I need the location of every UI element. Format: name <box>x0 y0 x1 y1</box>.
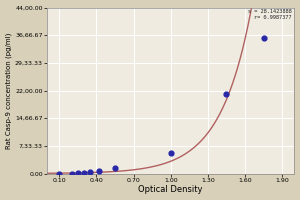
Point <box>88 171 93 174</box>
Text: s = 28.1423888
r= 0.9987377: s = 28.1423888 r= 0.9987377 <box>248 9 292 20</box>
Point <box>69 172 74 175</box>
Point <box>57 172 62 175</box>
Point <box>76 172 80 175</box>
Point <box>224 93 229 96</box>
Point <box>112 166 117 169</box>
Point <box>168 151 173 154</box>
Y-axis label: Rat Casp-9 concentration (pg/ml): Rat Casp-9 concentration (pg/ml) <box>6 32 12 149</box>
Point <box>82 172 86 175</box>
Point <box>261 36 266 39</box>
X-axis label: Optical Density: Optical Density <box>139 185 203 194</box>
Point <box>97 170 101 173</box>
